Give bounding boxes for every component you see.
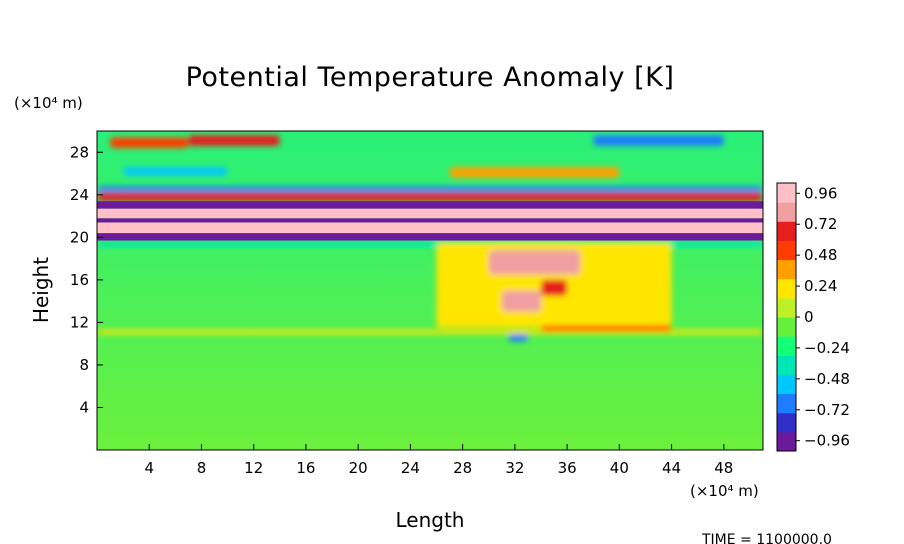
anomaly-band <box>97 233 763 241</box>
anomaly-feature <box>541 279 568 296</box>
colorbar-swatch <box>777 221 796 241</box>
colorbar-tick-label: 0.96 <box>804 184 837 202</box>
y-axis-label: Height <box>29 257 53 323</box>
colorbar-swatch <box>777 412 796 433</box>
colorbar-tick-label: −0.72 <box>804 401 850 419</box>
anomaly-feature <box>508 334 528 342</box>
anomaly-band <box>97 201 763 209</box>
x-tick-label: 24 <box>401 459 420 477</box>
colorbar-tick-label: −0.48 <box>804 370 850 388</box>
x-unit-label: (×10⁴ m) <box>690 482 759 500</box>
anomaly-band <box>97 218 763 223</box>
colorbar-tick-label: 0.24 <box>804 277 837 295</box>
y-unit-label: (×10⁴ m) <box>14 94 83 112</box>
anomaly-feature <box>541 325 672 331</box>
x-tick-label: 36 <box>558 459 577 477</box>
colorbar-tick-label: 0.72 <box>804 215 837 233</box>
x-tick-label: 44 <box>662 459 681 477</box>
anomaly-feature <box>449 167 620 178</box>
x-tick-label: 28 <box>453 459 472 477</box>
anomaly-feature <box>501 290 541 312</box>
plot-frame <box>96 130 764 451</box>
x-tick-label: 32 <box>505 459 524 477</box>
colorbar-tick-label: 0 <box>804 308 814 326</box>
colorbar-swatch <box>777 317 796 337</box>
y-tick-label: 4 <box>79 398 89 416</box>
anomaly-feature <box>123 167 228 176</box>
y-tick-label: 12 <box>70 313 89 331</box>
colorbar-swatch <box>777 431 796 452</box>
y-tick-label: 16 <box>70 271 89 289</box>
anomaly-feature <box>593 135 724 146</box>
anomaly-feature <box>188 135 280 146</box>
x-tick-label: 20 <box>349 459 368 477</box>
colorbar-swatch <box>777 336 796 356</box>
x-tick-label: 48 <box>714 459 733 477</box>
chart-title: Potential Temperature Anomaly [K] <box>186 62 675 93</box>
colorbar-swatch <box>777 297 796 318</box>
colorbar-swatch <box>777 202 796 222</box>
x-tick-label: 40 <box>610 459 629 477</box>
colorbar-swatch <box>777 374 796 395</box>
anomaly-band <box>97 222 763 234</box>
colorbar-swatch <box>777 240 796 261</box>
anomaly-feature <box>488 250 581 275</box>
colorbar-tick-label: −0.24 <box>804 339 850 357</box>
y-tick-label: 20 <box>70 228 89 246</box>
colorbar-swatch <box>777 278 796 299</box>
colorbar-tick-label: −0.96 <box>804 432 850 450</box>
x-tick-label: 4 <box>144 459 154 477</box>
anomaly-feature <box>97 186 763 192</box>
x-tick-label: 8 <box>197 459 207 477</box>
y-tick-label: 8 <box>79 356 89 374</box>
colorbar-swatch <box>777 355 796 375</box>
anomaly-band <box>97 208 763 219</box>
anomaly-feature <box>97 192 763 202</box>
x-axis-label: Length <box>396 508 465 532</box>
x-tick-label: 12 <box>244 459 263 477</box>
y-tick-label: 24 <box>70 186 89 204</box>
x-tick-label: 16 <box>296 459 315 477</box>
colorbar-tick-label: 0.48 <box>804 246 837 264</box>
anomaly-feature <box>110 137 189 149</box>
y-tick-label: 28 <box>70 143 89 161</box>
colorbar-swatch <box>777 259 796 280</box>
colorbar-swatch <box>777 183 796 203</box>
time-label: TIME = 1100000.0 <box>701 532 832 544</box>
colorbar-swatch <box>777 393 796 414</box>
